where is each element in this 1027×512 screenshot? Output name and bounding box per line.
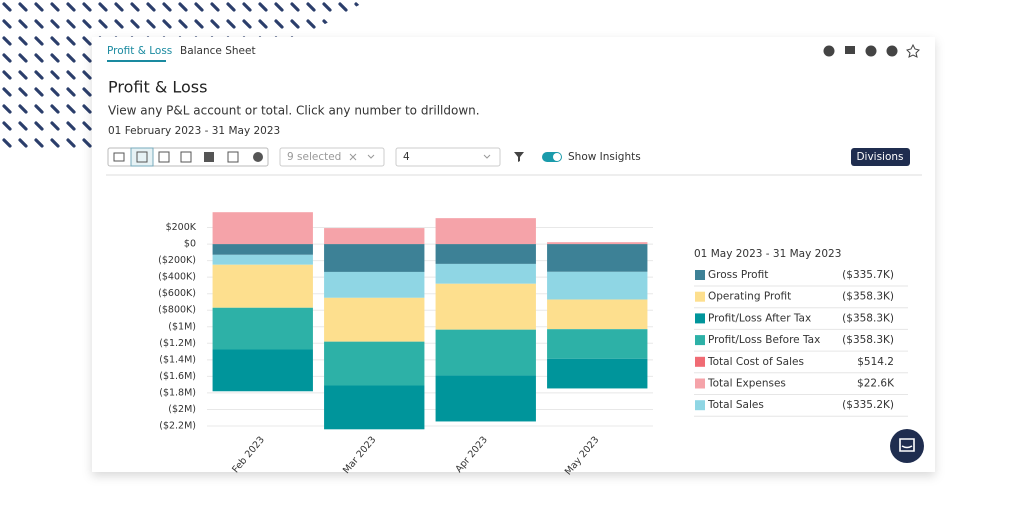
select-icons bbox=[349, 153, 375, 161]
y-tick-label: ($1.8M) bbox=[159, 387, 196, 398]
legend-swatch bbox=[695, 378, 705, 389]
y-tick-label: ($200K) bbox=[158, 255, 196, 266]
toggle-knob bbox=[553, 153, 561, 161]
legend-value: ($358.3K) bbox=[842, 312, 894, 324]
level-select[interactable] bbox=[395, 147, 501, 167]
legend-swatch bbox=[695, 335, 705, 346]
y-tick-label: ($1.2M) bbox=[159, 338, 196, 349]
star-icon[interactable] bbox=[906, 43, 920, 58]
page-title: Profit & Loss bbox=[108, 78, 207, 97]
chart: $200K $0 ($200K) ($400K) ($600K) ($800K) ($1M)… bbox=[158, 212, 908, 477]
toggle-label: Show Insights bbox=[568, 151, 641, 163]
bar-segment bbox=[435, 218, 536, 245]
bar-segment bbox=[212, 212, 313, 245]
add-icon[interactable] bbox=[865, 45, 877, 57]
bar-segment bbox=[435, 375, 536, 422]
bar-segment bbox=[435, 244, 536, 264]
y-tick-label: ($1M) bbox=[168, 321, 196, 332]
y-tick-label: ($1.6M) bbox=[159, 371, 196, 382]
legend-label: Total Expenses bbox=[707, 378, 786, 390]
legend-value: ($358.3K) bbox=[842, 291, 894, 303]
y-tick-label: ($1.4M) bbox=[159, 354, 196, 365]
chart-button[interactable] bbox=[180, 151, 192, 163]
bar-segment bbox=[324, 385, 425, 430]
bar-segment bbox=[547, 329, 648, 359]
legend-swatch bbox=[695, 400, 705, 411]
chart-button[interactable] bbox=[204, 152, 214, 162]
chart-type-buttons bbox=[107, 147, 269, 167]
date-range: 01 February 2023 - 31 May 2023 bbox=[108, 125, 280, 137]
legend-label: Operating Profit bbox=[708, 291, 791, 303]
divisions-button[interactable] bbox=[851, 148, 910, 166]
bar-segment bbox=[547, 244, 648, 272]
clear-filter-icon[interactable] bbox=[514, 152, 524, 162]
bar-segment bbox=[324, 297, 425, 342]
y-tick-label: ($2M) bbox=[168, 404, 196, 415]
bar-segment bbox=[212, 254, 313, 265]
legend-value: ($358.3K) bbox=[842, 334, 894, 346]
bar-segment bbox=[435, 263, 536, 284]
legend-label: Total Cost of Sales bbox=[707, 356, 804, 368]
bar-segment bbox=[547, 242, 648, 245]
legend-label: Profit/Loss Before Tax bbox=[708, 334, 820, 346]
bar-segment bbox=[324, 228, 425, 245]
level-select-text: 4 bbox=[403, 151, 410, 163]
bar-segment bbox=[547, 299, 648, 330]
tab[interactable]: Balance Sheet bbox=[180, 45, 256, 57]
bar-segment bbox=[435, 329, 536, 376]
tab[interactable]: Profit & Loss bbox=[107, 45, 172, 57]
y-tick-label: $0 bbox=[184, 239, 196, 250]
legend-swatch bbox=[695, 356, 705, 367]
bar-segment bbox=[212, 264, 313, 308]
bar-segment bbox=[324, 271, 425, 298]
bar-segment bbox=[435, 283, 536, 330]
y-tick-label: $200K bbox=[166, 222, 197, 233]
chart-button[interactable] bbox=[227, 151, 239, 163]
y-tick-label: ($800K) bbox=[158, 305, 196, 316]
legend-value: $22.6K bbox=[857, 378, 895, 390]
chat-button[interactable] bbox=[890, 429, 924, 463]
top-icons bbox=[823, 43, 920, 58]
help-icon[interactable] bbox=[886, 45, 898, 57]
bar-segment bbox=[547, 271, 648, 300]
divisions-button-text: Divisions bbox=[856, 151, 903, 163]
select-arrow bbox=[483, 154, 491, 159]
chart-button[interactable] bbox=[113, 152, 125, 162]
description: View any P&L account or total. Click any… bbox=[108, 104, 480, 118]
insights-title: 01 May 2023 - 31 May 2023 bbox=[694, 248, 841, 260]
y-tick-label: ($2.2M) bbox=[159, 421, 196, 432]
legend-swatch bbox=[695, 291, 705, 302]
bar-segment bbox=[324, 341, 425, 386]
legend-swatch bbox=[695, 270, 705, 280]
y-tick-label: ($400K) bbox=[158, 272, 196, 283]
screen-icon[interactable] bbox=[845, 46, 855, 54]
bar-segment bbox=[212, 244, 313, 255]
legend-label: Profit/Loss After Tax bbox=[708, 312, 811, 324]
y-tick-label: ($600K) bbox=[158, 288, 196, 299]
legend-label: Gross Profit bbox=[708, 269, 768, 281]
download-icon[interactable] bbox=[823, 45, 835, 57]
legend-value: ($335.7K) bbox=[842, 269, 894, 281]
legend-value: $514.2 bbox=[857, 356, 894, 368]
chart-button-active[interactable] bbox=[130, 147, 154, 167]
chart-button[interactable] bbox=[158, 151, 170, 163]
chart-button[interactable] bbox=[136, 151, 148, 163]
legend-swatch bbox=[695, 313, 705, 324]
bar-segment bbox=[212, 307, 313, 350]
account-select[interactable] bbox=[279, 147, 385, 167]
bar-segment bbox=[547, 358, 648, 389]
chat-icon bbox=[899, 438, 915, 452]
chart-button[interactable] bbox=[253, 152, 263, 162]
bar-segment bbox=[212, 349, 313, 392]
legend-label: Total Sales bbox=[707, 399, 764, 411]
legend-value: ($335.2K) bbox=[842, 399, 894, 411]
bar-segment bbox=[324, 244, 425, 272]
account-select-text: 9 selected bbox=[287, 151, 341, 163]
